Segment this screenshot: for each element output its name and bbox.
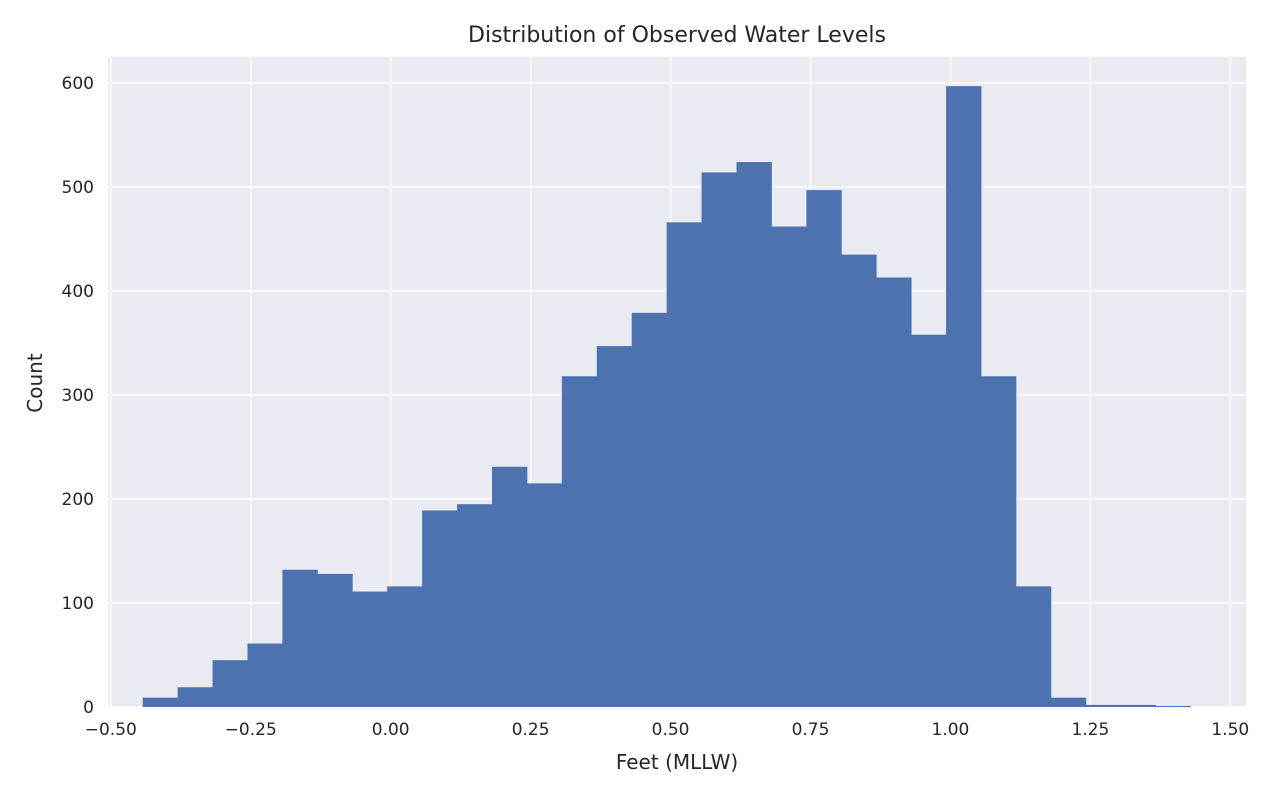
y-tick-label: 0 <box>83 698 94 718</box>
histogram-bar <box>1015 586 1052 707</box>
histogram-bar <box>1155 705 1191 707</box>
histogram-bar <box>561 376 598 707</box>
x-tick-label: 1.50 <box>1211 720 1249 740</box>
x-tick-label: 0.00 <box>372 720 410 740</box>
histogram-bar <box>422 510 458 707</box>
x-tick-label: 1.00 <box>932 720 970 740</box>
y-tick-label: 500 <box>62 178 94 198</box>
histogram-bar <box>806 190 842 707</box>
histogram-bar <box>981 376 1017 707</box>
histogram-bar <box>352 591 388 707</box>
y-tick-label: 400 <box>62 282 94 302</box>
histogram-bar <box>142 697 179 707</box>
y-axis-label: Count <box>23 353 47 413</box>
histogram-bar <box>1085 704 1122 707</box>
x-axis-ticks: −0.50 −0.25 0.00 0.25 0.50 0.75 1.00 1.25 1.50 <box>85 720 1250 740</box>
histogram-bar <box>1120 704 1157 707</box>
x-axis-label: Feet (MLLW) <box>616 750 738 774</box>
histogram-bar <box>701 172 737 707</box>
chart-title: Distribution of Observed Water Levels <box>468 23 886 48</box>
histogram-bar <box>177 687 213 707</box>
histogram-bar <box>491 466 528 707</box>
histogram-bar <box>317 573 353 707</box>
histogram-bar <box>771 226 807 707</box>
x-tick-label: 0.25 <box>512 720 550 740</box>
histogram-bar <box>596 346 633 707</box>
histogram-bar <box>666 222 702 708</box>
x-tick-label: −0.50 <box>85 720 137 740</box>
histogram-bar <box>1050 697 1087 707</box>
y-tick-label: 100 <box>62 594 94 614</box>
histogram-bars <box>142 86 1191 708</box>
y-tick-label: 200 <box>62 490 94 510</box>
histogram-bar <box>736 162 772 708</box>
y-tick-label: 300 <box>62 386 94 406</box>
histogram-bar <box>247 643 283 707</box>
x-tick-label: 1.25 <box>1071 720 1109 740</box>
histogram-bar <box>282 569 318 707</box>
x-tick-label: −0.25 <box>225 720 277 740</box>
x-tick-label: 0.75 <box>792 720 830 740</box>
histogram-bar <box>631 312 668 707</box>
histogram-bar <box>526 483 563 707</box>
x-tick-label: 0.50 <box>652 720 690 740</box>
histogram-bar <box>946 86 982 708</box>
y-tick-label: 600 <box>62 74 94 94</box>
histogram-bar <box>876 277 912 707</box>
histogram-bar <box>911 334 947 707</box>
histogram-bar <box>457 504 493 707</box>
y-axis-ticks: 0 100 200 300 400 500 600 <box>62 74 94 718</box>
histogram-bar <box>387 586 423 707</box>
histogram-bar <box>212 660 248 707</box>
histogram-bar <box>841 254 877 707</box>
